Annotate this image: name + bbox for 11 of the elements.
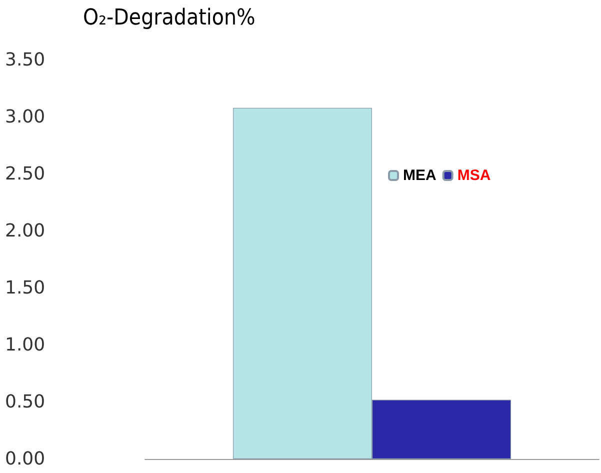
y-tick-label: 3.50 bbox=[5, 50, 46, 70]
chart-title: O₂-Degradation% bbox=[83, 6, 256, 30]
legend-label: MEA bbox=[403, 167, 436, 184]
y-tick-label: 1.50 bbox=[5, 278, 46, 298]
legend-label: MSA bbox=[457, 167, 491, 184]
y-tick-label: 3.00 bbox=[5, 106, 46, 128]
y-tick-label: 0.50 bbox=[5, 392, 46, 412]
y-tick-label: 1.00 bbox=[5, 334, 46, 356]
y-tick-label: 2.50 bbox=[5, 164, 46, 184]
y-tick-label: 0.00 bbox=[5, 448, 46, 470]
y-tick-label: 2.00 bbox=[5, 220, 46, 242]
